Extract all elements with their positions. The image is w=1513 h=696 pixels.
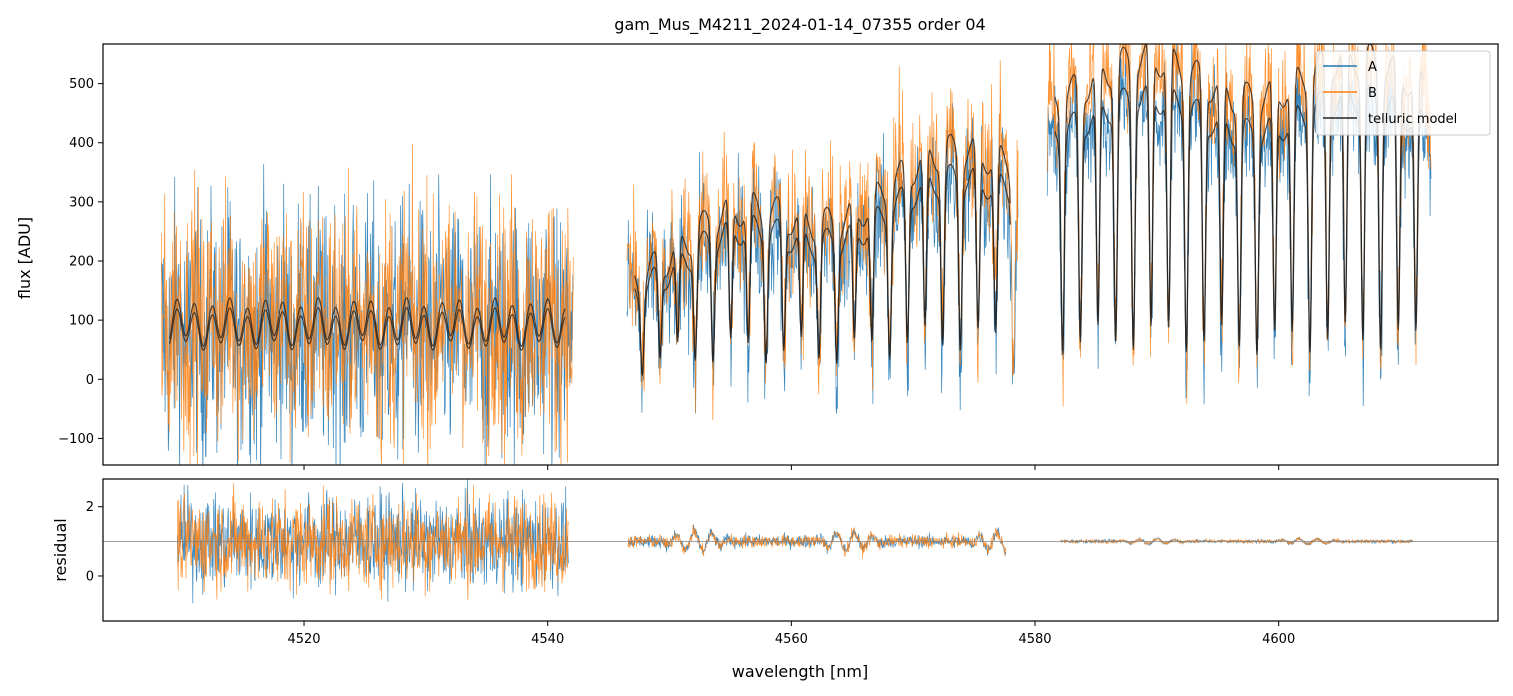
legend-label: A xyxy=(1368,60,1377,75)
legend-label: B xyxy=(1368,86,1377,101)
flux-y-tick-label: 400 xyxy=(69,136,94,151)
legend-label: telluric model xyxy=(1368,112,1457,127)
residual-y-tick-label: 0 xyxy=(86,569,94,584)
residual-y-tick-label: 2 xyxy=(86,500,94,515)
flux-y-tick-label: 0 xyxy=(86,373,94,388)
telluric-model-segment-2-b xyxy=(634,133,1011,376)
telluric-model-segment-1-b xyxy=(169,296,566,347)
residual-b-segment-2 xyxy=(627,524,1007,559)
x-tick-label: 4600 xyxy=(1262,632,1295,647)
flux-ylabel: flux [ADU] xyxy=(15,217,34,299)
residual-panel-frame xyxy=(102,478,1499,622)
residual-a-segment-1 xyxy=(176,479,569,604)
telluric-model-segment-1-a xyxy=(169,307,566,351)
residual-panel-plot xyxy=(103,479,1498,604)
chart-title: gam_Mus_M4211_2024-01-14_07355 order 04 xyxy=(614,15,985,35)
x-tick-label: 4540 xyxy=(531,632,564,647)
x-tick-label: 4520 xyxy=(287,632,320,647)
legend-box xyxy=(1315,50,1491,136)
axes-layer: 4520 4540 4560 4580 4600 −100 0 100 200 300 400 500… xyxy=(58,43,1499,647)
series-b-segment-2 xyxy=(626,60,1019,421)
flux-y-tick-label: 100 xyxy=(69,314,94,329)
x-axis-label: wavelength [nm] xyxy=(732,662,869,681)
telluric-model-segment-3-b xyxy=(1054,44,1424,352)
residual-ylabel: residual xyxy=(51,518,70,581)
flux-y-tick-label: 500 xyxy=(69,77,94,92)
flux-y-tick-label: −100 xyxy=(58,432,94,447)
flux-panel-frame xyxy=(102,43,1499,466)
series-b-segment-1 xyxy=(161,144,574,465)
x-tick-label: 4560 xyxy=(775,632,808,647)
residual-b-segment-1 xyxy=(176,483,569,601)
x-tick-label: 4580 xyxy=(1018,632,1051,647)
flux-y-tick-label: 300 xyxy=(69,195,94,210)
flux-panel-plot xyxy=(161,44,1432,465)
flux-y-tick-label: 200 xyxy=(69,255,94,270)
